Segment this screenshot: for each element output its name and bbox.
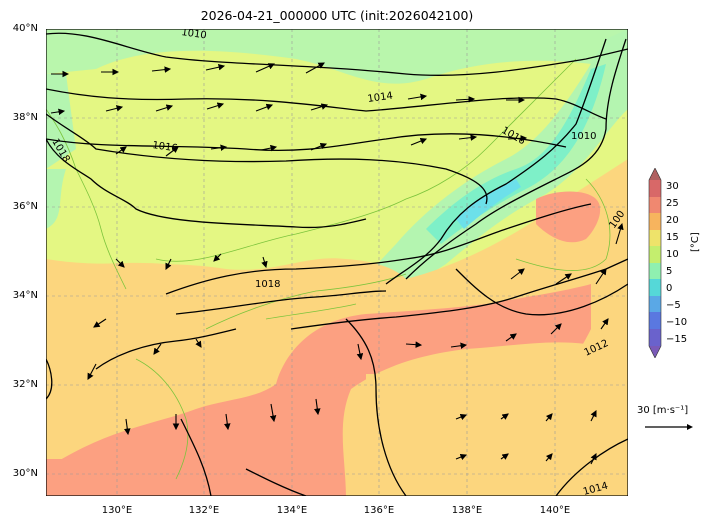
y-tick-36n: 36°N bbox=[12, 201, 38, 212]
map-plot: 1010 1014 1016 1016 1010 1018 1018 100 1… bbox=[46, 29, 628, 496]
isobar-label: 1016 bbox=[152, 140, 179, 154]
colorbar-tick: −15 bbox=[666, 334, 688, 345]
y-tick-38n: 38°N bbox=[12, 112, 38, 123]
x-tick-130e: 130°E bbox=[101, 505, 133, 516]
colorbar-tick: 30 bbox=[666, 181, 679, 192]
isobar-label: 1010 bbox=[571, 131, 596, 142]
isobar-label: 1018 bbox=[255, 279, 280, 290]
x-tick-138e: 138°E bbox=[451, 505, 483, 516]
colorbar-tick: 10 bbox=[666, 249, 679, 260]
y-tick-40n: 40°N bbox=[12, 23, 38, 34]
colorbar-tick: 15 bbox=[666, 232, 679, 243]
isobar-label: 1010 bbox=[181, 29, 208, 42]
y-tick-32n: 32°N bbox=[12, 379, 38, 390]
x-tick-136e: 136°E bbox=[363, 505, 395, 516]
map-title: 2026-04-21_000000 UTC (init:2026042100) bbox=[200, 8, 474, 23]
colorbar-tick: 20 bbox=[666, 215, 679, 226]
temperature-colorbar bbox=[648, 168, 662, 358]
colorbar-tick: 0 bbox=[666, 283, 673, 294]
colorbar-tick: −5 bbox=[666, 300, 681, 311]
colorbar-tick: 5 bbox=[666, 266, 673, 277]
quiver-key-arrow-icon bbox=[645, 424, 693, 430]
colorbar-unit-label: [°C] bbox=[690, 232, 701, 252]
colorbar-tick: −10 bbox=[666, 317, 688, 328]
y-tick-30n: 30°N bbox=[12, 468, 38, 479]
isobar-label: 1014 bbox=[367, 91, 394, 105]
x-tick-140e: 140°E bbox=[539, 505, 571, 516]
y-tick-34n: 34°N bbox=[12, 290, 38, 301]
colorbar-tick: 25 bbox=[666, 198, 679, 209]
x-tick-132e: 132°E bbox=[188, 505, 220, 516]
isobar-label: 1014 bbox=[582, 481, 609, 496]
x-tick-134e: 134°E bbox=[276, 505, 308, 516]
quiver-key-label: 30 [m·s⁻¹] bbox=[637, 405, 689, 416]
